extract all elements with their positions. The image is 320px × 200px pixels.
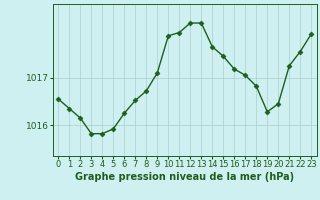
X-axis label: Graphe pression niveau de la mer (hPa): Graphe pression niveau de la mer (hPa) bbox=[75, 172, 294, 182]
